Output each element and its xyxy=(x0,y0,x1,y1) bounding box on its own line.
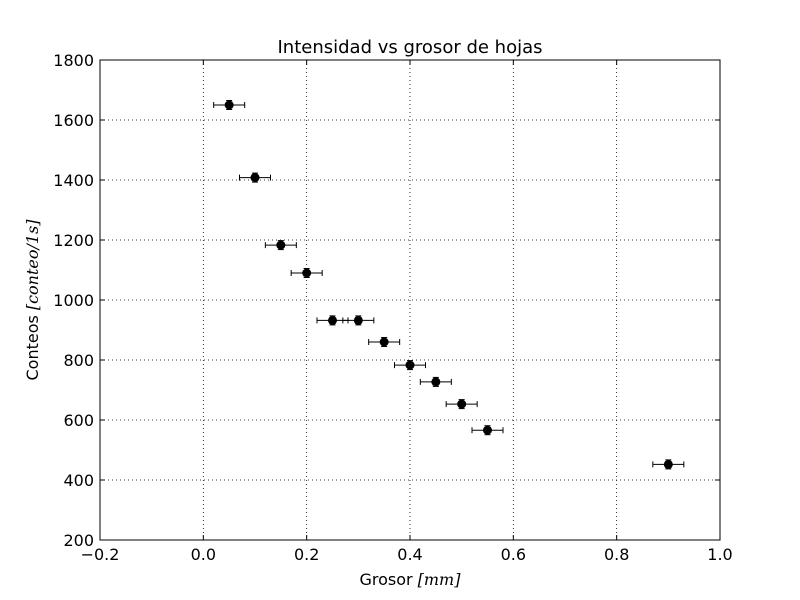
data-marker xyxy=(328,315,337,325)
grid xyxy=(100,60,720,540)
data-marker xyxy=(302,268,312,278)
y-axis-label-text: Conteos xyxy=(23,315,42,380)
y-tick-label: 200 xyxy=(63,531,94,550)
data-point xyxy=(368,337,401,347)
data-point xyxy=(290,268,323,278)
y-axis-label: Conteos [conteo/1s] xyxy=(23,219,42,381)
data-point xyxy=(264,240,297,251)
data-marker xyxy=(276,240,286,250)
data-point xyxy=(316,315,349,326)
y-tick-labels: 200 400 600 800 1000 1200 1400 1600 1800 xyxy=(53,51,94,550)
plot-frame xyxy=(99,59,721,541)
data-marker xyxy=(250,173,260,183)
y-tick-label: 600 xyxy=(63,411,94,430)
y-axis-unit: [conteo/1s] xyxy=(23,219,42,310)
y-tick-label: 1200 xyxy=(53,231,94,250)
x-tick-labels: −0.2 0.0 0.2 0.4 0.6 0.8 1.0 xyxy=(81,545,733,564)
y-tick-label: 800 xyxy=(63,351,94,370)
x-tick-label: −0.2 xyxy=(81,545,120,564)
data-marker xyxy=(405,360,415,370)
y-tick-label: 1800 xyxy=(53,51,94,70)
data-marker xyxy=(457,399,467,409)
y-tick-label: 1000 xyxy=(53,291,94,310)
data-point xyxy=(419,376,452,387)
x-tick-label: 0.6 xyxy=(501,545,526,564)
chart-title: Intensidad vs grosor de hojas xyxy=(278,37,543,58)
x-axis-label: Grosor [mm] xyxy=(360,570,462,589)
data-point xyxy=(239,172,271,183)
x-tick-label: 0.8 xyxy=(604,545,629,564)
x-axis-label-text: Grosor xyxy=(360,570,414,589)
data-point xyxy=(445,399,478,410)
x-tick-label: 0.4 xyxy=(397,545,422,564)
data-marker xyxy=(353,315,363,325)
y-tick-label: 1600 xyxy=(53,111,94,130)
x-tick-label: 0.0 xyxy=(191,545,216,564)
x-axis-unit: [mm] xyxy=(418,570,462,589)
y-tick-label: 400 xyxy=(63,471,94,490)
data-point xyxy=(471,425,504,436)
data-marker xyxy=(431,377,441,387)
data-marker xyxy=(379,337,389,347)
x-tick-label: 1.0 xyxy=(707,545,732,564)
data-marker xyxy=(663,459,673,469)
data-point xyxy=(342,315,375,326)
data-points xyxy=(213,100,685,470)
data-point xyxy=(213,100,246,110)
x-tick-label: 0.2 xyxy=(294,545,319,564)
y-tick-label: 1400 xyxy=(53,171,94,190)
data-marker xyxy=(483,425,492,435)
data-point xyxy=(394,360,426,371)
data-marker xyxy=(224,100,234,110)
data-point xyxy=(652,459,685,470)
